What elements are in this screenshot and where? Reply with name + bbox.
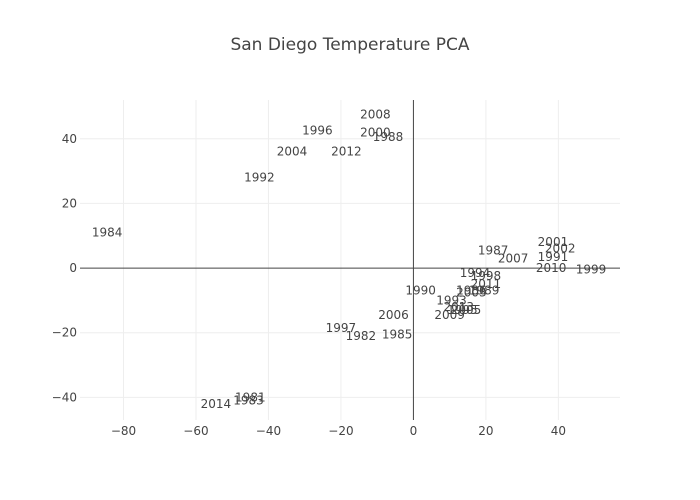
data-point-label: 1998 <box>471 269 502 283</box>
x-tick-label: 0 <box>410 424 418 438</box>
data-point-label: 1999 <box>576 263 607 277</box>
data-point-label: 2001 <box>538 235 569 249</box>
data-point-label: 1981 <box>235 390 266 404</box>
data-point-label: 2004 <box>277 145 308 159</box>
data-point-label: 2003 <box>456 285 487 299</box>
data-point-label: 2014 <box>201 397 232 411</box>
x-tick-label: −40 <box>256 424 281 438</box>
y-tick-label: 40 <box>62 132 77 146</box>
data-point-label: 2002 <box>545 242 576 256</box>
chart-title: San Diego Temperature PCA <box>230 35 469 55</box>
data-point-label: 1982 <box>346 329 377 343</box>
axis-ticks: −80 −60 −40 −20 0 20 40 −40 −20 0 20 40 <box>52 132 566 438</box>
x-tick-label: −20 <box>328 424 353 438</box>
grid-layer <box>80 100 620 420</box>
data-point-label: 1990 <box>405 284 436 298</box>
x-tick-label: −60 <box>183 424 208 438</box>
data-point-label: 1995 <box>447 303 478 317</box>
data-point-label: 2005 <box>451 303 482 317</box>
data-point-label: 1992 <box>244 171 275 185</box>
data-point-label: 2000 <box>360 125 391 139</box>
data-point-label: 1997 <box>326 321 357 335</box>
data-point-label: 1984 <box>92 226 123 240</box>
data-point-label: 1996 <box>302 124 333 138</box>
data-point-label: 1985 <box>382 327 413 341</box>
y-tick-label: −20 <box>52 326 77 340</box>
data-point-label: 1987 <box>478 243 509 257</box>
y-tick-label: 0 <box>69 261 77 275</box>
data-point-label: 2010 <box>536 261 567 275</box>
y-tick-label: −40 <box>52 390 77 404</box>
data-point-label: 2012 <box>331 145 362 159</box>
data-point-label: 2011 <box>471 277 502 291</box>
x-tick-label: 20 <box>478 424 493 438</box>
data-point-label: 1986 <box>456 284 487 298</box>
zero-lines <box>80 100 620 420</box>
x-tick-label: −80 <box>111 424 136 438</box>
data-point-label: 1991 <box>538 250 569 264</box>
data-point-label: 2008 <box>360 108 391 122</box>
data-point-label: 2007 <box>498 251 529 265</box>
data-point-label: 2009 <box>434 308 465 322</box>
x-tick-label: 40 <box>551 424 566 438</box>
data-point-label: 1989 <box>469 284 500 298</box>
data-point-label: 1994 <box>460 266 491 280</box>
data-point-label: 1988 <box>373 130 404 144</box>
data-point-label: 1983 <box>233 394 264 408</box>
data-point-label: 2006 <box>378 308 409 322</box>
data-point-label: 1993 <box>436 293 467 307</box>
data-point-label: 2013 <box>443 300 474 314</box>
y-tick-label: 20 <box>62 196 77 210</box>
